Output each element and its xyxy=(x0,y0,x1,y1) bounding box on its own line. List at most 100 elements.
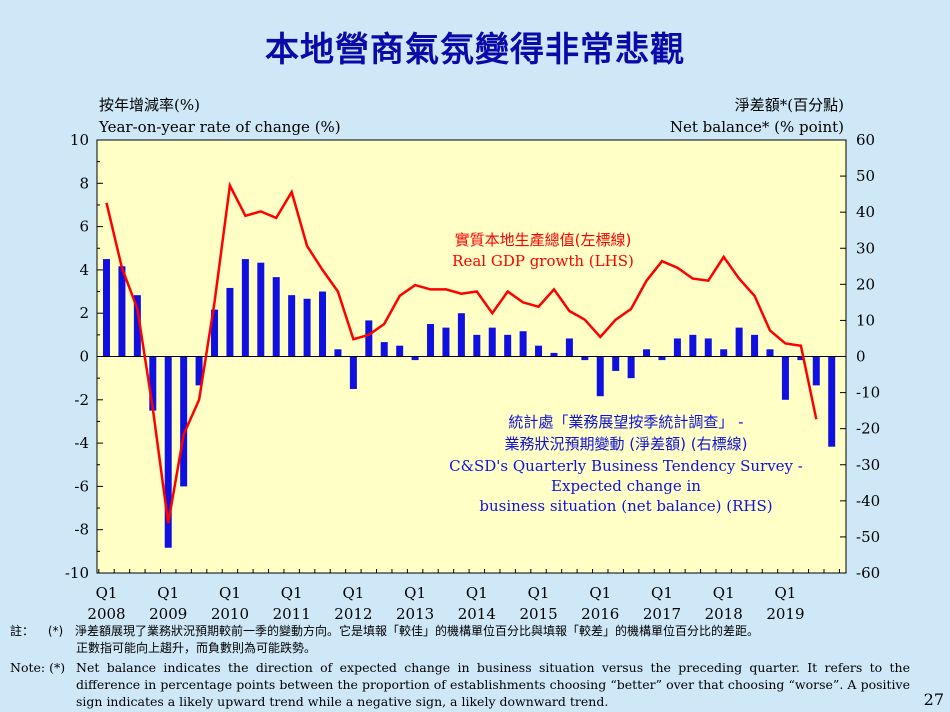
survey-bar xyxy=(720,349,728,357)
x-tick-quarter: Q1 xyxy=(589,584,611,602)
survey-bar xyxy=(565,338,573,357)
left-tick-label: -10 xyxy=(65,564,89,582)
x-tick-year: 2019 xyxy=(766,605,804,623)
survey-bar xyxy=(643,349,651,357)
survey-bar xyxy=(504,334,512,357)
gdp-line xyxy=(105,181,818,524)
survey-bar xyxy=(766,349,774,357)
annotation-gdp-en: Real GDP growth (LHS) xyxy=(452,252,634,270)
right-tick-label: -10 xyxy=(856,384,880,402)
survey-bar xyxy=(118,266,126,357)
survey-bar xyxy=(797,356,805,361)
survey-bars xyxy=(103,259,836,548)
note-english: Note: (*) Net balance indicates the dire… xyxy=(10,659,910,710)
x-tick-year: 2008 xyxy=(87,605,125,623)
survey-bar xyxy=(627,356,635,379)
survey-bar xyxy=(457,313,465,357)
survey-bar xyxy=(133,295,141,357)
right-tick-label: 20 xyxy=(856,275,875,293)
right-tick-label: 50 xyxy=(856,167,875,185)
survey-bar xyxy=(149,356,157,411)
annotation-survey-en3: business situation (net balance) (RHS) xyxy=(479,497,772,515)
x-tick-quarter: Q1 xyxy=(157,584,179,602)
survey-bar xyxy=(735,327,743,357)
survey-bar xyxy=(828,356,836,447)
right-axis-label-en: Net balance* (% point) xyxy=(669,118,844,136)
survey-bar xyxy=(612,356,620,371)
survey-bar xyxy=(164,356,172,548)
page-number: 27 xyxy=(923,690,944,709)
annotation-survey-cn2: 業務狀況預期變動 (淨差額) (右標線) xyxy=(505,435,748,453)
survey-bar xyxy=(257,262,265,357)
note-cn-line1: 淨差額展現了業務狀況預期較前一季的變動方向。它是填報「較佳」的機構單位百分比與填… xyxy=(75,624,760,638)
note-cn-star: (*) xyxy=(47,624,64,638)
survey-bar xyxy=(241,259,249,357)
survey-bar xyxy=(396,345,404,357)
x-tick-year: 2010 xyxy=(211,605,249,623)
survey-bar xyxy=(365,320,373,357)
x-tick-quarter: Q1 xyxy=(404,584,426,602)
survey-bar xyxy=(103,259,110,357)
survey-bar xyxy=(550,352,558,357)
combo-chart: 1086420-2-4-6-8-106050403020100-10-20-30… xyxy=(65,131,880,623)
left-tick-label: 8 xyxy=(79,174,89,192)
survey-bar xyxy=(319,291,327,357)
right-tick-label: -60 xyxy=(856,564,880,582)
survey-bar xyxy=(303,298,311,357)
note-cn-line2: 正數指可能向上趨升，而負數則為可能跌勢。 xyxy=(76,641,317,655)
x-tick-year: 2018 xyxy=(705,605,743,623)
survey-bar xyxy=(704,338,712,357)
x-tick-year: 2013 xyxy=(396,605,434,623)
survey-bar xyxy=(226,287,234,357)
left-tick-label: 4 xyxy=(79,261,89,279)
survey-bar xyxy=(673,338,681,357)
x-tick-quarter: Q1 xyxy=(466,584,488,602)
x-tick-quarter: Q1 xyxy=(342,584,364,602)
survey-bar xyxy=(349,356,357,389)
x-tick-year: 2011 xyxy=(273,605,311,623)
left-tick-label: -8 xyxy=(74,521,89,539)
survey-bar xyxy=(411,356,419,361)
survey-bar xyxy=(180,356,188,487)
survey-bar xyxy=(380,342,388,357)
survey-bar xyxy=(334,349,342,357)
survey-bar xyxy=(288,295,296,357)
survey-bar xyxy=(535,345,543,357)
left-tick-label: 6 xyxy=(79,218,89,236)
right-tick-label: 40 xyxy=(856,203,875,221)
annotation-survey-en2: Expected change in xyxy=(551,477,701,495)
survey-bar xyxy=(751,334,759,357)
survey-bar xyxy=(442,327,450,357)
page-title: 本地營商氣氛變得非常悲觀 xyxy=(265,30,685,70)
x-tick-quarter: Q1 xyxy=(713,584,735,602)
x-tick-quarter: Q1 xyxy=(528,584,550,602)
x-tick-quarter: Q1 xyxy=(219,584,241,602)
right-axis-label-cn: 淨差額*(百分點) xyxy=(734,96,844,114)
survey-bar xyxy=(781,356,789,400)
survey-bar xyxy=(473,334,481,357)
x-tick-year: 2012 xyxy=(334,605,372,623)
survey-bar xyxy=(427,324,435,357)
x-tick-quarter: Q1 xyxy=(651,584,673,602)
x-tick-year: 2016 xyxy=(581,605,619,623)
left-tick-label: 10 xyxy=(70,131,89,149)
x-tick-quarter: Q1 xyxy=(96,584,118,602)
x-tick-year: 2017 xyxy=(643,605,681,623)
survey-bar xyxy=(658,356,666,361)
left-tick-label: -6 xyxy=(74,477,89,495)
note-chinese: 註： (*) 淨差額展現了業務狀況預期較前一季的變動方向。它是填報「較佳」的機構… xyxy=(10,623,920,657)
survey-bar xyxy=(272,277,280,357)
right-tick-label: -20 xyxy=(856,420,880,438)
left-axis-label-cn: 按年增減率(%) xyxy=(99,96,200,114)
left-axis-label-en: Year-on-year rate of change (%) xyxy=(99,118,341,136)
right-tick-label: -50 xyxy=(856,528,880,546)
x-tick-year: 2009 xyxy=(149,605,187,623)
left-tick-label: 2 xyxy=(79,304,89,322)
x-tick-year: 2014 xyxy=(458,605,496,623)
note-en-text: Net balance indicates the direction of e… xyxy=(76,660,910,709)
left-tick-label: -4 xyxy=(74,434,89,452)
annotation-survey-en1: C&SD's Quarterly Business Tendency Surve… xyxy=(449,457,803,475)
survey-bar xyxy=(519,331,527,357)
survey-bar xyxy=(211,309,219,357)
x-tick-quarter: Q1 xyxy=(774,584,796,602)
